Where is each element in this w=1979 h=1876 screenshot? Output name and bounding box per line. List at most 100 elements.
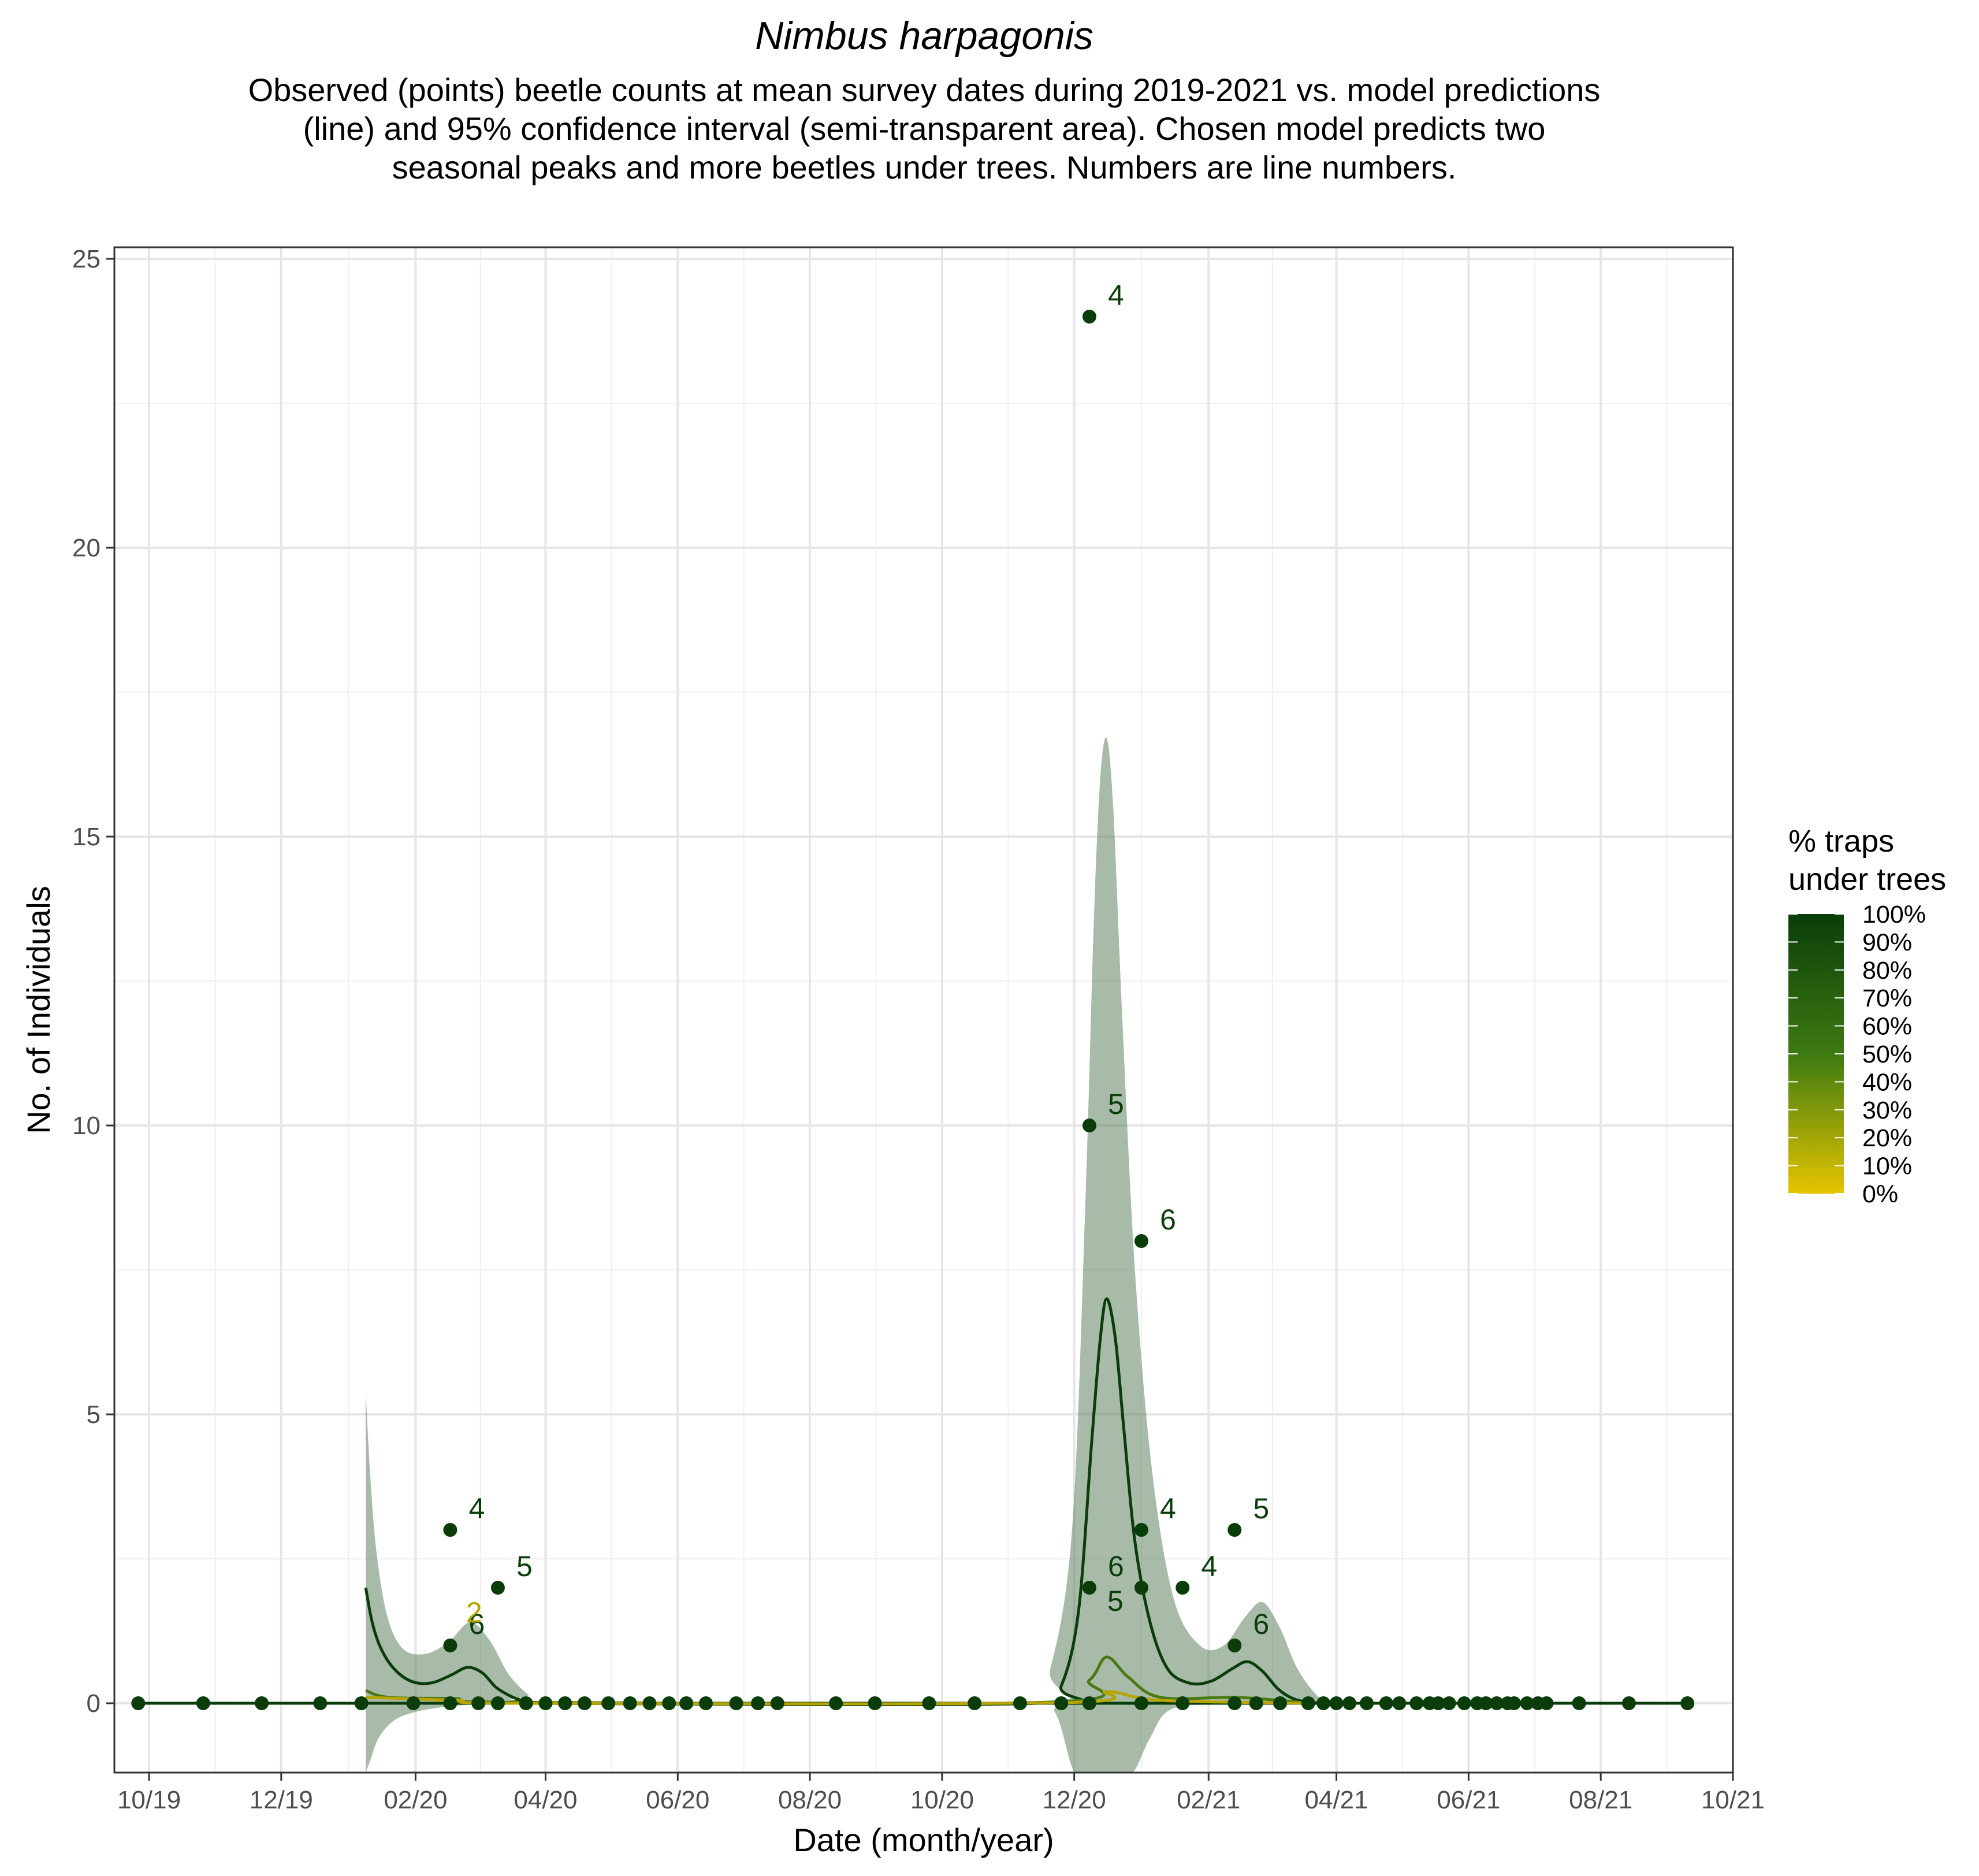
x-tick-label: 12/20	[1043, 1786, 1106, 1814]
data-point	[729, 1696, 743, 1710]
legend-entry: 30%	[1862, 1097, 1912, 1124]
legend-entry: 40%	[1862, 1068, 1912, 1096]
data-point	[1479, 1696, 1493, 1710]
data-point	[601, 1696, 616, 1710]
point-label: 4	[1108, 279, 1124, 311]
point-label: 6	[1253, 1608, 1269, 1640]
data-point	[354, 1696, 369, 1710]
data-point	[1082, 1581, 1096, 1595]
legend-entry: 70%	[1862, 985, 1912, 1012]
data-point	[770, 1696, 784, 1710]
grid-minor	[114, 247, 1733, 1773]
data-point	[1134, 1581, 1148, 1595]
point-label: 6	[468, 1608, 485, 1640]
data-point	[1409, 1696, 1424, 1710]
y-tick-label: 10	[72, 1112, 101, 1140]
grid-major	[114, 247, 1734, 1773]
chart-subtitle: Observed (points) beetle counts at mean …	[248, 72, 1601, 185]
data-point	[1134, 1696, 1148, 1710]
data-point	[1379, 1696, 1393, 1710]
point-label: 4	[1201, 1550, 1217, 1582]
x-tick-label: 06/20	[646, 1786, 709, 1814]
data-point	[1273, 1696, 1288, 1710]
data-point	[829, 1696, 843, 1710]
data-point	[699, 1696, 713, 1710]
legend-entry: 10%	[1862, 1153, 1912, 1180]
data-point	[196, 1696, 210, 1710]
point-label: 6	[1108, 1550, 1124, 1582]
legend-title-line: under trees	[1788, 862, 1946, 897]
confidence-band	[366, 737, 1337, 1773]
legend-entry: 20%	[1862, 1124, 1912, 1152]
x-tick-label: 08/20	[778, 1786, 842, 1814]
x-tick-label: 06/21	[1437, 1786, 1500, 1814]
data-point	[1301, 1696, 1315, 1710]
panel-border	[113, 246, 1734, 1774]
data-point	[1539, 1696, 1554, 1710]
point-label: 5	[516, 1550, 533, 1582]
data-point	[538, 1696, 553, 1710]
data-point	[1329, 1696, 1344, 1710]
legend-entry: 80%	[1862, 957, 1912, 985]
x-tick-label: 02/21	[1177, 1786, 1240, 1814]
data-point	[443, 1696, 457, 1710]
data-point	[1520, 1696, 1534, 1710]
data-point	[751, 1696, 765, 1710]
data-point	[1342, 1696, 1357, 1710]
data-point	[1680, 1696, 1695, 1710]
x-tick-label: 04/20	[514, 1786, 577, 1814]
model-lines	[138, 1297, 1688, 1706]
data-point	[1013, 1696, 1027, 1710]
data-point	[131, 1696, 146, 1710]
line-label: 5	[1107, 1585, 1124, 1617]
point-label: 6	[1160, 1203, 1176, 1236]
data-point	[1490, 1696, 1504, 1710]
data-point	[1360, 1696, 1374, 1710]
data-point	[642, 1696, 657, 1710]
data-point	[313, 1696, 328, 1710]
legend-entry: 90%	[1862, 928, 1912, 956]
legend-entry: 0%	[1862, 1180, 1898, 1208]
legend-title-line: % traps	[1788, 824, 1894, 859]
x-axis-title: Date (month/year)	[793, 1822, 1054, 1858]
data-point	[471, 1696, 486, 1710]
point-label: 5	[1108, 1088, 1124, 1120]
model-line-100pct	[364, 1297, 1324, 1706]
line-label: 2	[466, 1596, 482, 1629]
legend-entry: 50%	[1862, 1041, 1912, 1068]
data-point	[558, 1696, 572, 1710]
data-point	[1054, 1696, 1069, 1710]
data-point	[1507, 1696, 1522, 1710]
x-tick-label: 04/21	[1305, 1786, 1368, 1814]
x-tick-label: 10/19	[117, 1786, 181, 1814]
data-point	[1227, 1523, 1242, 1537]
data-point	[1249, 1696, 1263, 1710]
y-tick-label: 0	[87, 1689, 101, 1718]
y-tick-label: 5	[87, 1401, 101, 1429]
model-line-0pct	[366, 1690, 1311, 1706]
data-point	[1082, 310, 1096, 324]
x-tick-label: 02/20	[384, 1786, 447, 1814]
data-point	[1457, 1696, 1471, 1710]
data-point	[443, 1639, 457, 1652]
x-tick-label: 12/19	[250, 1786, 313, 1814]
data-point	[1392, 1696, 1407, 1710]
data-point	[1316, 1696, 1331, 1710]
y-axis-title: No. of Individuals	[20, 886, 57, 1134]
data-point	[255, 1696, 269, 1710]
x-tick-label: 08/21	[1569, 1786, 1632, 1814]
x-tick-label: 10/21	[1701, 1786, 1765, 1814]
data-point	[577, 1696, 592, 1710]
data-point	[1134, 1234, 1148, 1248]
observed-points	[131, 310, 1695, 1710]
point-label: 4	[1160, 1492, 1176, 1525]
data-point	[490, 1696, 505, 1710]
data-point	[490, 1581, 505, 1595]
point-label: 5	[1253, 1492, 1269, 1525]
data-point	[1442, 1696, 1456, 1710]
data-point	[406, 1696, 421, 1710]
chart-title: Nimbus harpagonis	[755, 14, 1093, 58]
x-tick-label: 10/20	[910, 1786, 974, 1814]
